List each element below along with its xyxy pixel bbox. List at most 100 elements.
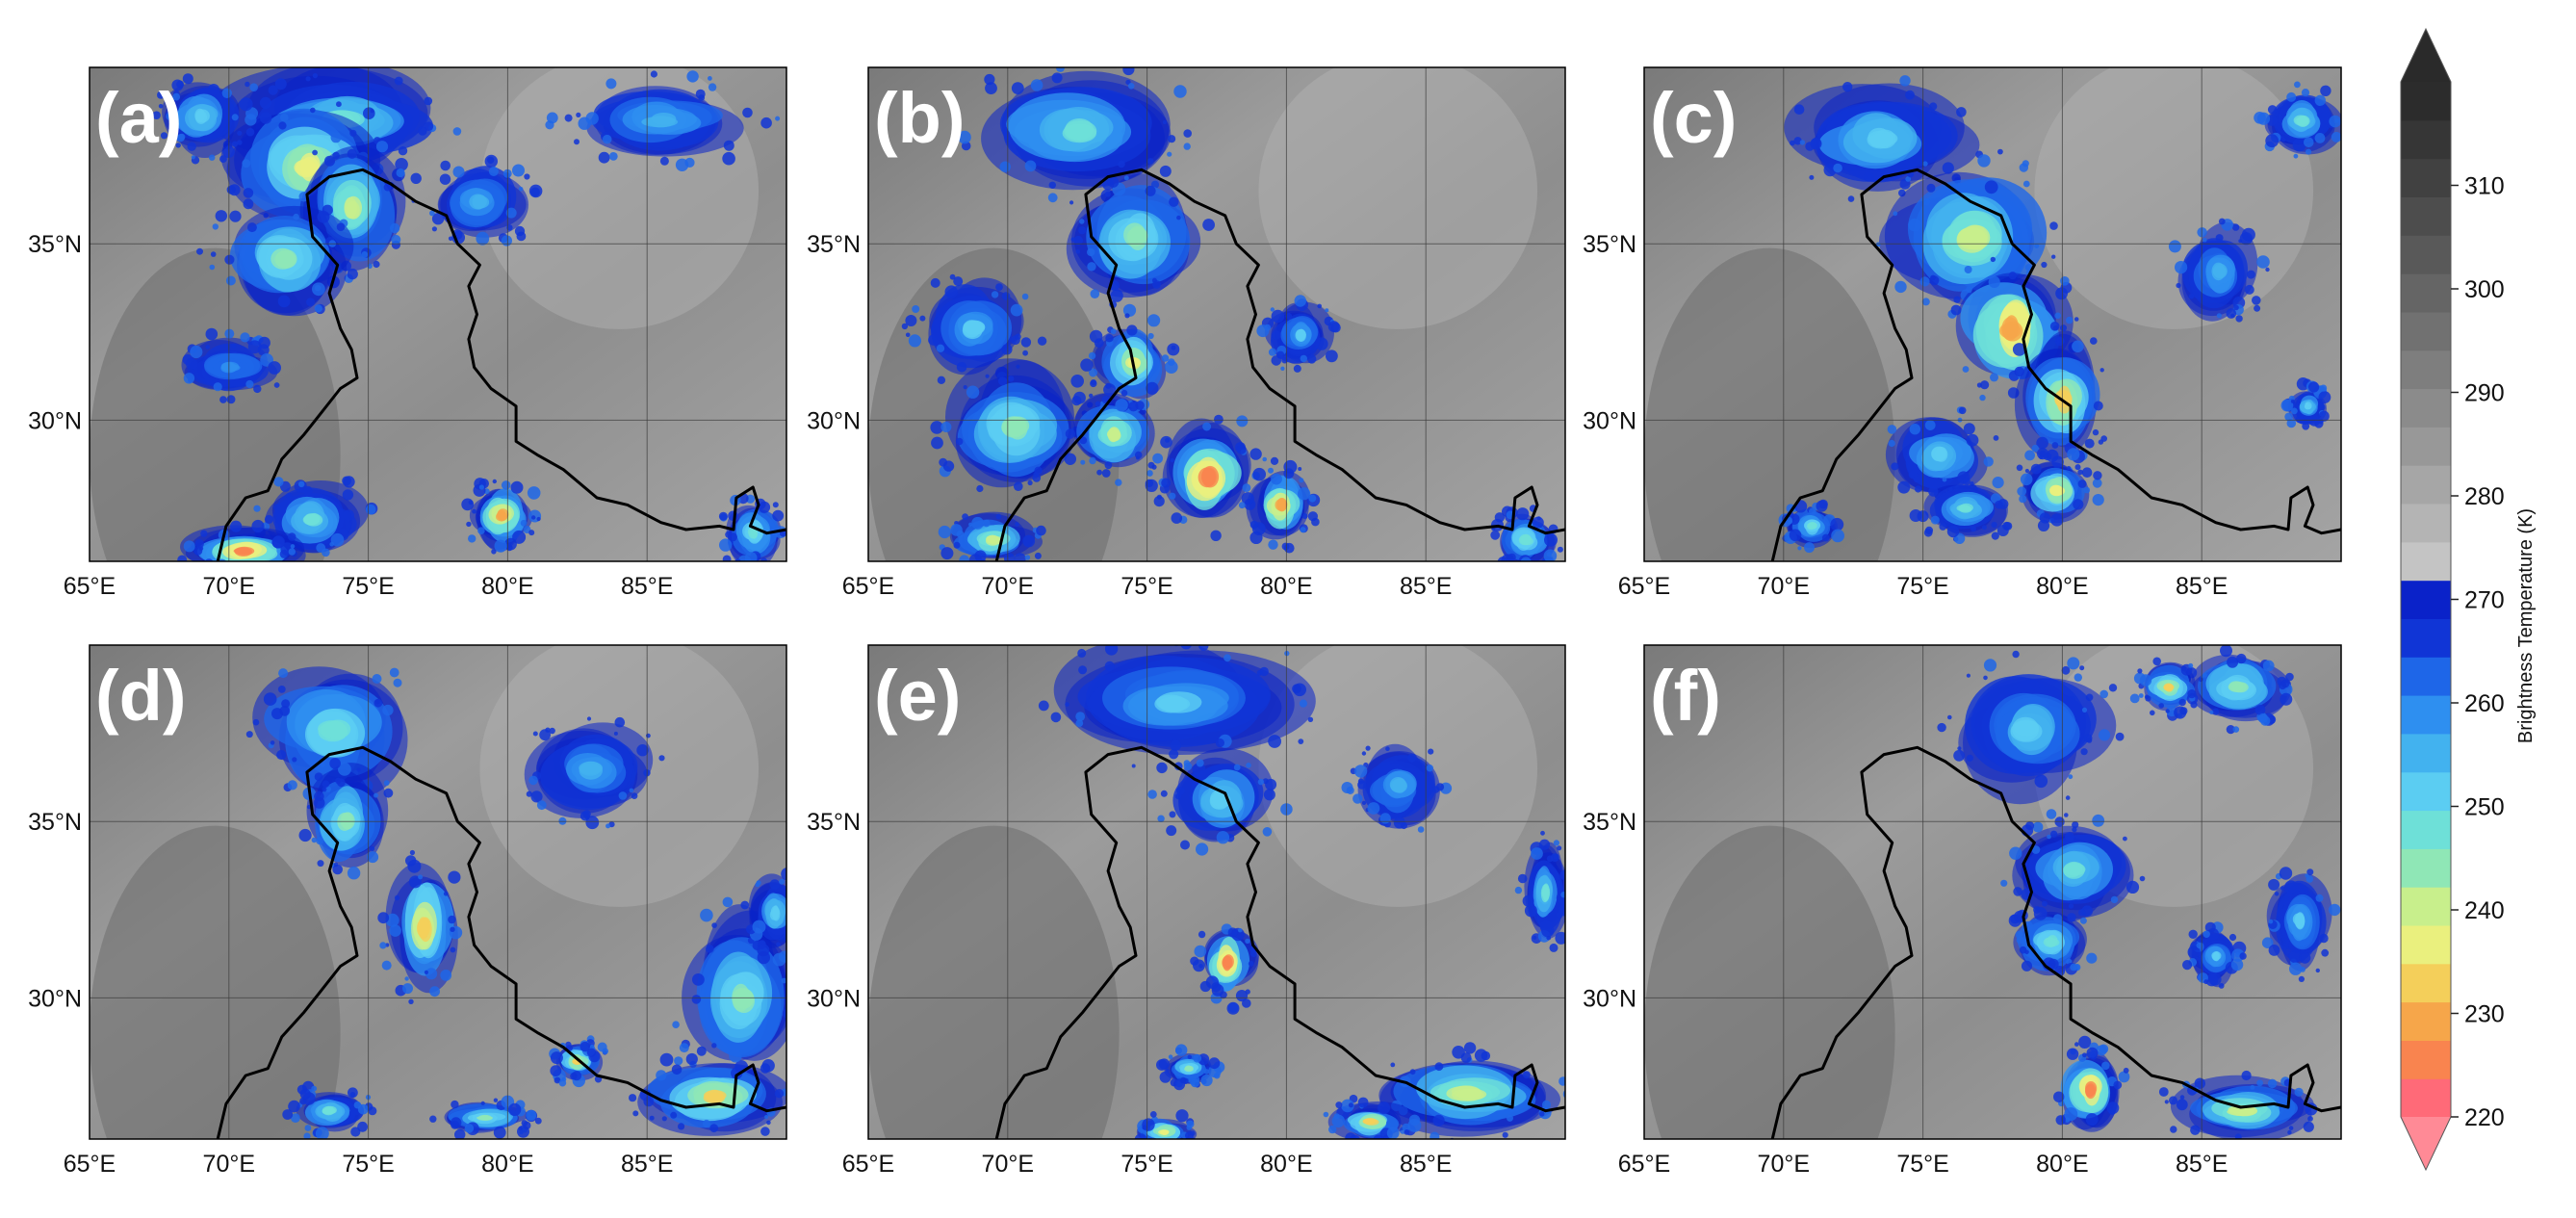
cloud-speck bbox=[312, 282, 325, 297]
cloud-speck bbox=[1977, 154, 1991, 168]
cloud-blob bbox=[1184, 1065, 1192, 1071]
cloud-speck bbox=[508, 1102, 522, 1116]
cloud-speck bbox=[2284, 412, 2293, 422]
cloud-speck bbox=[1934, 115, 1942, 121]
cloud-speck bbox=[418, 874, 424, 880]
cloud-speck bbox=[245, 379, 254, 389]
cloud-speck bbox=[1153, 496, 1165, 507]
cloud-speck bbox=[2031, 845, 2041, 854]
cloud-speck bbox=[2064, 813, 2069, 817]
cloud-speck bbox=[2051, 455, 2064, 469]
cloud-speck bbox=[1160, 790, 1168, 797]
cloud-speck bbox=[995, 283, 1003, 291]
cloud-speck bbox=[1390, 1062, 1396, 1068]
cloud-speck bbox=[1134, 451, 1143, 459]
cloud-blob bbox=[1364, 1118, 1379, 1126]
cloud-speck bbox=[2108, 684, 2118, 692]
cloud-speck bbox=[152, 111, 161, 119]
cloud-speck bbox=[1087, 262, 1096, 272]
cloud-speck bbox=[1804, 542, 1815, 554]
cloud-speck bbox=[2290, 399, 2295, 403]
cloud-speck bbox=[2256, 255, 2270, 269]
cloud-speck bbox=[752, 920, 766, 934]
cloud-speck bbox=[1327, 321, 1340, 332]
cloud-speck bbox=[1378, 1101, 1391, 1115]
lon-tick-label: 65°E bbox=[64, 573, 116, 600]
cloud-speck bbox=[2169, 1096, 2177, 1105]
cloud-speck bbox=[1307, 354, 1317, 364]
cloud-speck bbox=[396, 168, 405, 178]
cloud-speck bbox=[516, 231, 527, 242]
cloud-speck bbox=[194, 539, 204, 549]
cloud-speck bbox=[385, 913, 399, 927]
cloud-blob bbox=[1807, 522, 1817, 530]
cloud-speck bbox=[349, 1092, 356, 1098]
cloud-speck bbox=[1517, 873, 1528, 884]
cloud-speck bbox=[1248, 960, 1254, 967]
cloud-blob bbox=[1542, 883, 1550, 902]
cloud-speck bbox=[468, 534, 477, 543]
cloud-speck bbox=[299, 1088, 311, 1100]
cloud-speck bbox=[1789, 529, 1802, 542]
cloud-speck bbox=[997, 376, 1008, 386]
cloud-blob bbox=[986, 534, 998, 544]
lon-tick-label: 75°E bbox=[1121, 1151, 1172, 1178]
cloud-speck bbox=[643, 1096, 655, 1107]
cloud-speck bbox=[1540, 830, 1545, 836]
cloud-speck bbox=[347, 268, 358, 280]
cloud-speck bbox=[278, 668, 289, 679]
cloud-speck bbox=[1948, 486, 1953, 492]
cloud-speck bbox=[1546, 855, 1554, 863]
cloud-speck bbox=[536, 516, 541, 522]
cloud-speck bbox=[1285, 313, 1293, 320]
cloud-speck bbox=[333, 862, 339, 868]
cloud-speck bbox=[1434, 1062, 1444, 1072]
cloud-speck bbox=[2246, 270, 2255, 279]
cloud-speck bbox=[1142, 1118, 1155, 1131]
cloud-speck bbox=[2065, 832, 2074, 842]
cloud-speck bbox=[1104, 191, 1111, 197]
cloud-speck bbox=[1507, 553, 1516, 561]
cloud-speck bbox=[2068, 903, 2074, 909]
cloud-speck bbox=[2081, 707, 2088, 713]
cloud-speck bbox=[1922, 197, 1931, 206]
cloud-speck bbox=[374, 792, 378, 798]
cloud-speck bbox=[176, 80, 185, 89]
cloud-speck bbox=[2033, 907, 2048, 920]
country-border bbox=[994, 745, 1565, 1139]
cloud-speck bbox=[196, 247, 203, 255]
colorbar-extend-top bbox=[2401, 29, 2451, 82]
cloud-speck bbox=[370, 845, 375, 852]
cloud-speck bbox=[303, 485, 313, 496]
cloud-speck bbox=[2228, 933, 2237, 942]
cloud-speck bbox=[769, 879, 781, 890]
cloud-speck bbox=[2118, 1071, 2130, 1083]
cloud-speck bbox=[1263, 789, 1275, 801]
cloud-speck bbox=[1307, 716, 1314, 722]
cloud-speck bbox=[2086, 952, 2098, 964]
cloud-speck bbox=[280, 113, 289, 122]
cloud-speck bbox=[190, 345, 203, 359]
cloud-speck bbox=[1532, 516, 1544, 529]
cloud-speck bbox=[530, 790, 543, 803]
cloud-speck bbox=[729, 1050, 742, 1063]
cloud-speck bbox=[1809, 507, 1816, 516]
colorbar-segment bbox=[2401, 771, 2451, 812]
lon-tick-label: 80°E bbox=[1260, 573, 1312, 600]
cloud-speck bbox=[2230, 313, 2235, 318]
cloud-speck bbox=[2206, 927, 2219, 941]
cloud-speck bbox=[742, 107, 753, 118]
cloud-speck bbox=[2016, 464, 2023, 472]
cloud-speck bbox=[1966, 286, 1972, 294]
cloud-speck bbox=[2123, 836, 2127, 842]
cloud-speck bbox=[2198, 677, 2203, 683]
cloud-speck bbox=[1168, 135, 1176, 143]
cloud-speck bbox=[1909, 424, 1921, 435]
cloud-speck bbox=[1937, 722, 1946, 733]
cloud-speck bbox=[1165, 360, 1178, 375]
cloud-speck bbox=[788, 1019, 801, 1031]
cloud-speck bbox=[287, 532, 296, 541]
cloud-speck bbox=[237, 130, 243, 136]
cloud-speck bbox=[722, 555, 732, 561]
cloud-speck bbox=[1992, 477, 2004, 489]
